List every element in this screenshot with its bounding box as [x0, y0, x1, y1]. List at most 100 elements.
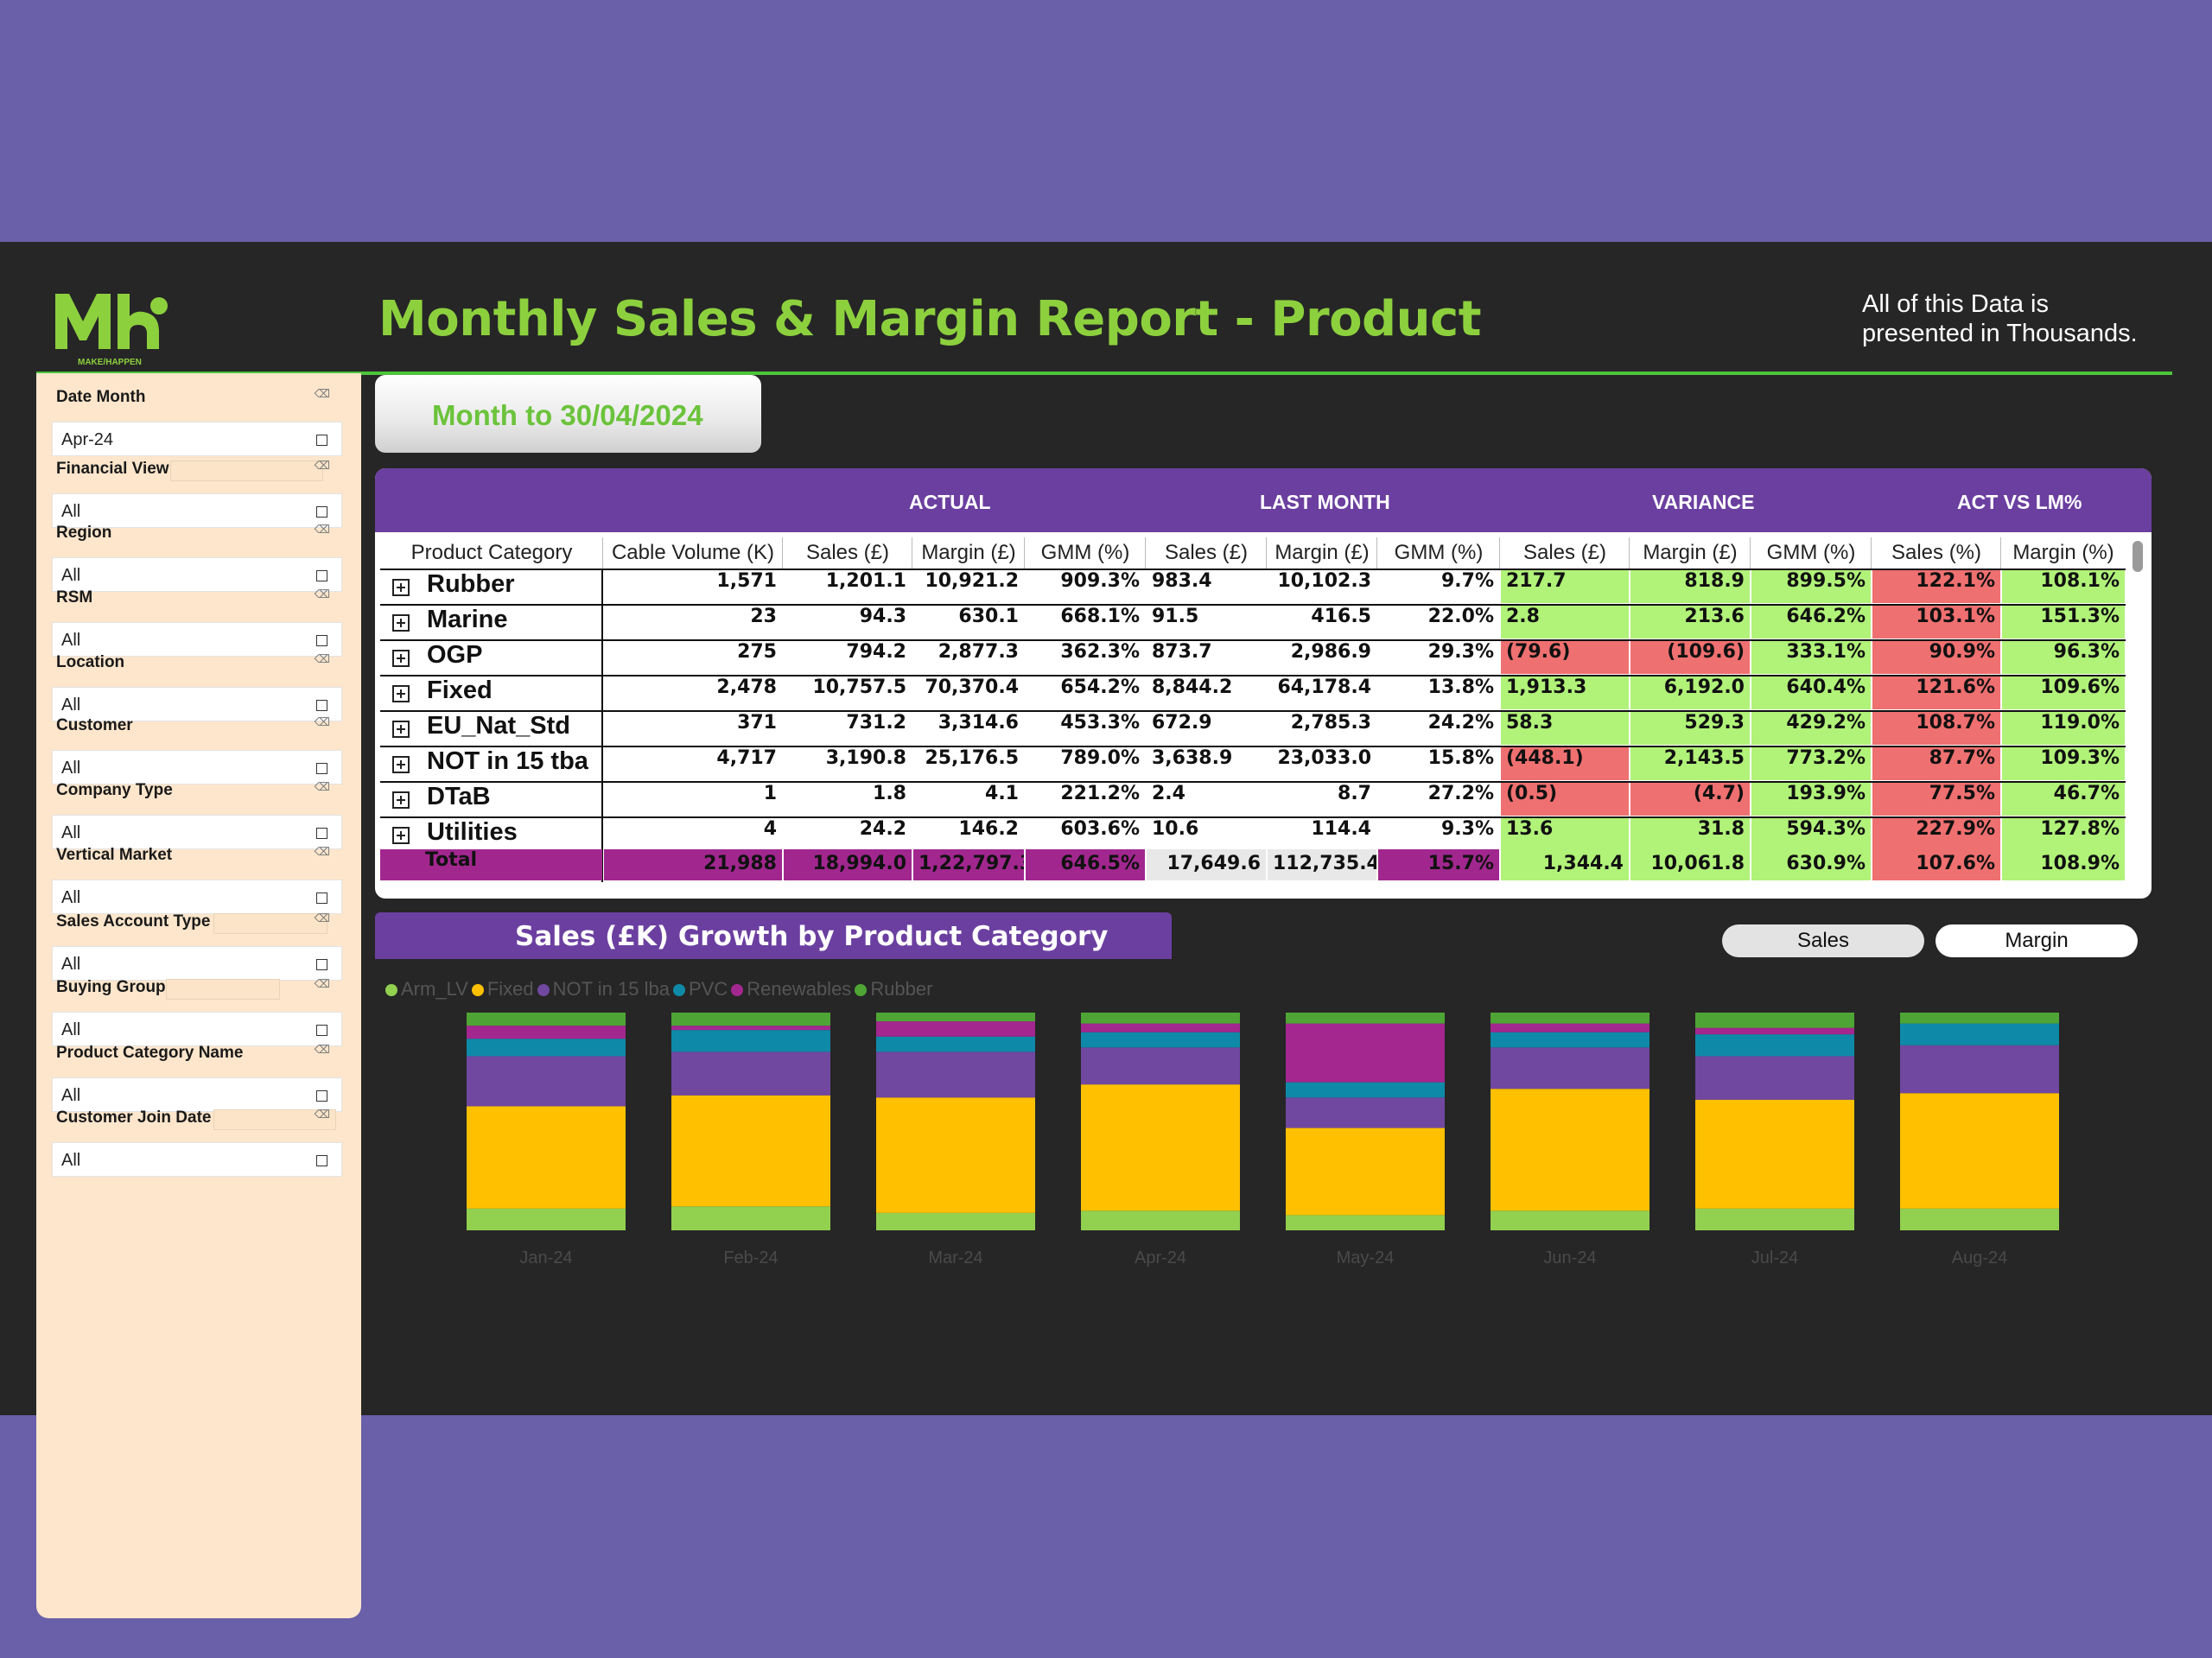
slicer-dropdown[interactable]: Apr-24 [52, 422, 342, 456]
bar-segment-fixed[interactable] [671, 1095, 830, 1207]
clear-selection-icon[interactable]: ⌫ [314, 387, 330, 400]
column-header[interactable]: Sales (£) [805, 541, 890, 564]
column-header[interactable]: Margin (%) [2012, 541, 2114, 564]
bar-segment-arm-lv[interactable] [876, 1212, 1035, 1230]
column-header[interactable]: GMM (%) [1766, 541, 1856, 564]
bar-segment-fixed[interactable] [1900, 1093, 2059, 1209]
bar-segment-pvc[interactable] [671, 1030, 830, 1052]
slicer-dropdown[interactable]: All [52, 557, 342, 592]
clear-selection-icon[interactable]: ⌫ [314, 523, 330, 536]
legend-item[interactable]: NOT in 15 lba [537, 978, 670, 1001]
bar-segment-fixed[interactable] [1491, 1089, 1649, 1211]
legend-item[interactable]: PVC [672, 978, 728, 1001]
expand-row-icon[interactable] [392, 721, 410, 738]
matrix-scrollbar[interactable] [2133, 541, 2143, 572]
bar-segment-not-in-15-lba[interactable] [1286, 1097, 1445, 1128]
clear-selection-icon[interactable]: ⌫ [314, 780, 330, 793]
clear-selection-icon[interactable]: ⌫ [314, 652, 330, 665]
slicer-dropdown[interactable]: All [52, 1012, 342, 1046]
bar-segment-pvc[interactable] [1695, 1034, 1854, 1057]
legend-item[interactable]: Arm_LV [385, 978, 468, 1001]
bar-segment-fixed[interactable] [1081, 1084, 1240, 1211]
expand-row-icon[interactable] [392, 756, 410, 773]
bar-segment-arm-lv[interactable] [1695, 1208, 1854, 1230]
bar-segment-rubber[interactable] [1695, 1013, 1854, 1028]
bar-segment-rubber[interactable] [876, 1013, 1035, 1022]
column-header[interactable]: Product Category [410, 541, 573, 564]
bar-segment-renewables[interactable] [1286, 1023, 1445, 1083]
slicer-dropdown[interactable]: All [52, 1077, 342, 1112]
slicer-dropdown[interactable]: All [52, 622, 342, 657]
clear-selection-icon[interactable]: ⌫ [314, 588, 330, 600]
bar-segment-pvc[interactable] [1081, 1032, 1240, 1048]
bar-segment-arm-lv[interactable] [1286, 1215, 1445, 1230]
bar-segment-renewables[interactable] [1081, 1023, 1240, 1032]
bar-segment-pvc[interactable] [467, 1039, 626, 1057]
clear-selection-icon[interactable]: ⌫ [314, 1108, 330, 1121]
slicer-dropdown[interactable]: All [52, 750, 342, 785]
clear-selection-icon[interactable]: ⌫ [314, 912, 330, 924]
legend-item[interactable]: Rubber [855, 978, 932, 1001]
margin-toggle-button[interactable]: Margin [1936, 924, 2138, 957]
bar-segment-pvc[interactable] [876, 1036, 1035, 1052]
column-header[interactable]: Sales (£) [1522, 541, 1607, 564]
bar-segment-fixed[interactable] [1695, 1099, 1854, 1209]
clear-selection-icon[interactable]: ⌫ [314, 1043, 330, 1056]
slicer-dropdown[interactable]: All [52, 815, 342, 849]
bar-segment-rubber[interactable] [1286, 1013, 1445, 1024]
bar-segment-not-in-15-lba[interactable] [876, 1051, 1035, 1098]
bar-segment-arm-lv[interactable] [1900, 1208, 2059, 1230]
column-header[interactable]: Sales (%) [1891, 541, 1982, 564]
slicer-dropdown[interactable]: All [52, 880, 342, 914]
expand-row-icon[interactable] [392, 827, 410, 844]
bar-segment-renewables[interactable] [1491, 1023, 1649, 1032]
bar-segment-rubber[interactable] [1900, 1013, 2059, 1024]
column-header[interactable]: Margin (£) [1274, 541, 1370, 564]
month-to-date-button[interactable]: Month to 30/04/2024 [375, 375, 761, 453]
bar-segment-not-in-15-lba[interactable] [1695, 1056, 1854, 1100]
bar-segment-pvc[interactable] [1900, 1023, 2059, 1045]
bar-segment-arm-lv[interactable] [467, 1208, 626, 1230]
clear-selection-icon[interactable]: ⌫ [314, 459, 330, 472]
column-header[interactable]: GMM (%) [1040, 541, 1130, 564]
clear-selection-icon[interactable]: ⌫ [314, 977, 330, 990]
bar-segment-not-in-15-lba[interactable] [1081, 1047, 1240, 1085]
column-header[interactable]: Margin (£) [1643, 541, 1738, 564]
slicer-dropdown[interactable]: All [52, 687, 342, 721]
legend-item[interactable]: Fixed [471, 978, 534, 1001]
bar-segment-arm-lv[interactable] [671, 1206, 830, 1230]
bar-segment-arm-lv[interactable] [1491, 1210, 1649, 1230]
bar-segment-renewables[interactable] [876, 1021, 1035, 1037]
bar-segment-not-in-15-lba[interactable] [1491, 1047, 1649, 1089]
bar-segment-not-in-15-lba[interactable] [467, 1056, 626, 1107]
bar-segment-rubber[interactable] [1491, 1013, 1649, 1024]
clear-selection-icon[interactable]: ⌫ [314, 845, 330, 858]
bar-segment-renewables[interactable] [671, 1026, 830, 1031]
sales-toggle-button[interactable]: Sales [1722, 924, 1924, 957]
expand-row-icon[interactable] [392, 579, 410, 596]
slicer-dropdown[interactable]: All [52, 1142, 342, 1177]
clear-selection-icon[interactable]: ⌫ [314, 715, 330, 728]
bar-segment-not-in-15-lba[interactable] [1900, 1045, 2059, 1094]
expand-row-icon[interactable] [392, 791, 410, 809]
bar-segment-fixed[interactable] [1286, 1128, 1445, 1216]
expand-row-icon[interactable] [392, 650, 410, 667]
bar-segment-not-in-15-lba[interactable] [671, 1051, 830, 1096]
bar-segment-rubber[interactable] [467, 1013, 626, 1026]
bar-segment-rubber[interactable] [671, 1013, 830, 1026]
legend-item[interactable]: Renewables [731, 978, 851, 1001]
bar-segment-pvc[interactable] [1491, 1032, 1649, 1048]
bar-segment-renewables[interactable] [467, 1026, 626, 1039]
column-header[interactable]: GMM (%) [1394, 541, 1484, 564]
bar-segment-arm-lv[interactable] [1081, 1210, 1240, 1230]
bar-segment-renewables[interactable] [1695, 1027, 1854, 1035]
slicer-dropdown[interactable]: All [52, 493, 342, 528]
bar-segment-rubber[interactable] [1081, 1013, 1240, 1024]
bar-segment-pvc[interactable] [1286, 1082, 1445, 1098]
column-header[interactable]: Sales (£) [1164, 541, 1249, 564]
bar-segment-fixed[interactable] [467, 1106, 626, 1209]
bar-segment-fixed[interactable] [876, 1097, 1035, 1213]
expand-row-icon[interactable] [392, 685, 410, 702]
expand-row-icon[interactable] [392, 614, 410, 632]
column-header[interactable]: Cable Volume (K) [611, 541, 775, 564]
